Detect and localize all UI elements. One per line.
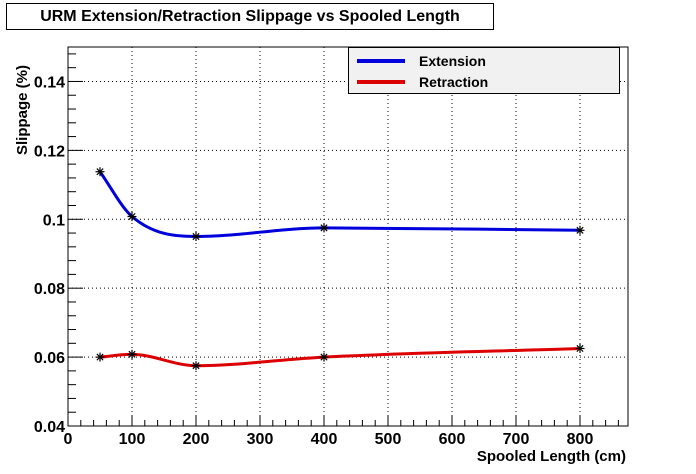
axes [67,46,629,427]
x-tick-label: 500 [375,431,402,448]
legend-label-extension: Extension [419,53,486,69]
point-marker-stroke [320,353,328,361]
data-point-extension [95,167,105,177]
point-marker-stroke [576,226,584,234]
y-tick-label: 0.08 [34,281,65,298]
point-marker-stroke [192,232,200,241]
point-marker-stroke [96,168,104,176]
y-tick-label: 0.14 [34,74,65,91]
y-tick-label: 0.04 [34,419,65,436]
tick-labels: 0 100 200 300 400 500 600 700 800 0.04 0.06 0.08 0.1… [34,74,594,448]
data-point-retraction [575,343,585,353]
legend-swatch-retraction [357,80,405,84]
point-marker-stroke [192,362,200,370]
point-marker-stroke [128,212,136,221]
x-axis-title: Spooled Length (cm) [476,448,626,465]
legend-entry-extension: Extension [357,51,486,71]
grid [68,47,628,426]
data-point-retraction [319,352,329,362]
point-marker-stroke [96,353,104,361]
data-point-extension [575,225,585,235]
x-tick-label: 600 [439,431,466,448]
x-tick-label: 700 [503,431,530,448]
data-point-retraction [127,349,137,359]
data-point-extension [191,232,201,241]
legend-swatch-extension [357,59,405,63]
data-point-retraction [95,352,105,362]
point-marker-stroke [576,344,584,353]
y-tick-label: 0.12 [34,143,65,160]
legend-entry-retraction: Retraction [357,72,488,92]
legend: Extension Retraction [348,47,620,94]
x-tick-label: 400 [311,431,338,448]
y-axis-title: Slippage (%) [14,64,31,155]
plot-frame [67,46,629,427]
x-tick-label: 300 [247,431,274,448]
series [95,167,585,371]
y-tick-label: 0.1 [43,212,65,229]
point-marker-stroke [320,224,328,232]
x-tick-label: 100 [119,431,146,448]
x-tick-label: 800 [567,431,594,448]
x-tick-label: 0 [64,431,73,448]
data-point-extension [127,212,137,222]
point-marker-stroke [128,350,136,358]
chart-title: URM Extension/Retraction Slippage vs Spo… [6,3,494,30]
data-point-extension [319,223,329,233]
x-tick-label: 200 [183,431,210,448]
series-line-extension [98,170,581,239]
legend-label-retraction: Retraction [419,74,489,90]
data-point-retraction [191,361,201,371]
y-tick-label: 0.06 [34,350,65,367]
